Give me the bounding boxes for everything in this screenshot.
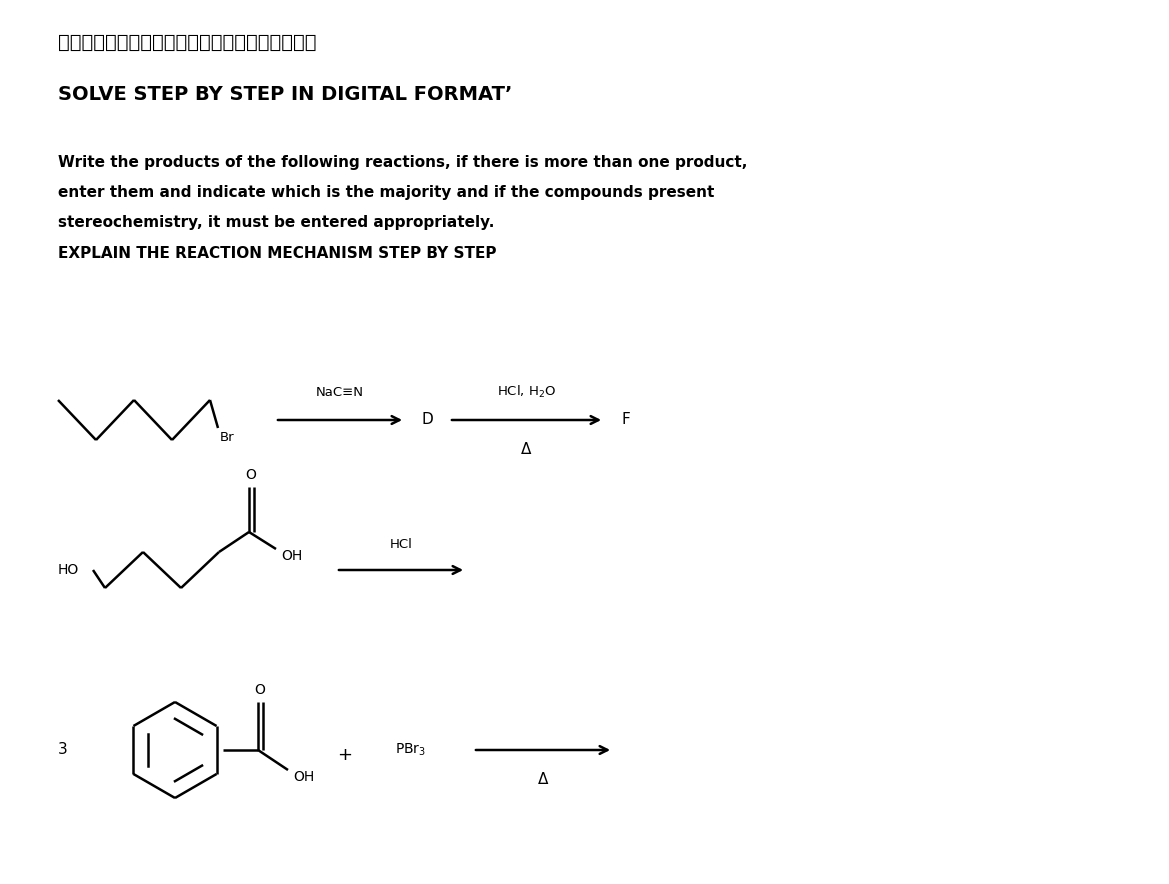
Text: stereochemistry, it must be entered appropriately.: stereochemistry, it must be entered appr… <box>58 216 494 231</box>
Text: Br: Br <box>220 431 235 444</box>
Text: O: O <box>245 468 256 482</box>
Text: 3: 3 <box>58 743 68 758</box>
Text: Write the products of the following reactions, if there is more than one product: Write the products of the following reac… <box>58 156 747 171</box>
Text: PBr$_3$: PBr$_3$ <box>395 742 427 758</box>
Text: デジタル形式で段階的に解決　　ありがとう！！: デジタル形式で段階的に解決 ありがとう！！ <box>58 33 317 51</box>
Text: D: D <box>421 413 433 428</box>
Text: OH: OH <box>281 549 303 563</box>
Text: +: + <box>338 746 353 764</box>
Text: EXPLAIN THE REACTION MECHANISM STEP BY STEP: EXPLAIN THE REACTION MECHANISM STEP BY S… <box>58 246 497 261</box>
Text: SOLVE STEP BY STEP IN DIGITAL FORMATʼ: SOLVE STEP BY STEP IN DIGITAL FORMATʼ <box>58 86 512 104</box>
Text: enter them and indicate which is the majority and if the compounds present: enter them and indicate which is the maj… <box>58 186 714 201</box>
Text: HCl, H$_2$O: HCl, H$_2$O <box>497 384 556 400</box>
Text: F: F <box>622 413 630 428</box>
Text: OH: OH <box>293 770 314 784</box>
Text: O: O <box>255 683 265 697</box>
Text: HO: HO <box>58 563 79 577</box>
Text: Δ: Δ <box>538 773 548 788</box>
Text: Δ: Δ <box>521 443 532 458</box>
Text: NaC≡N: NaC≡N <box>316 385 364 399</box>
Text: HCl: HCl <box>389 537 413 551</box>
